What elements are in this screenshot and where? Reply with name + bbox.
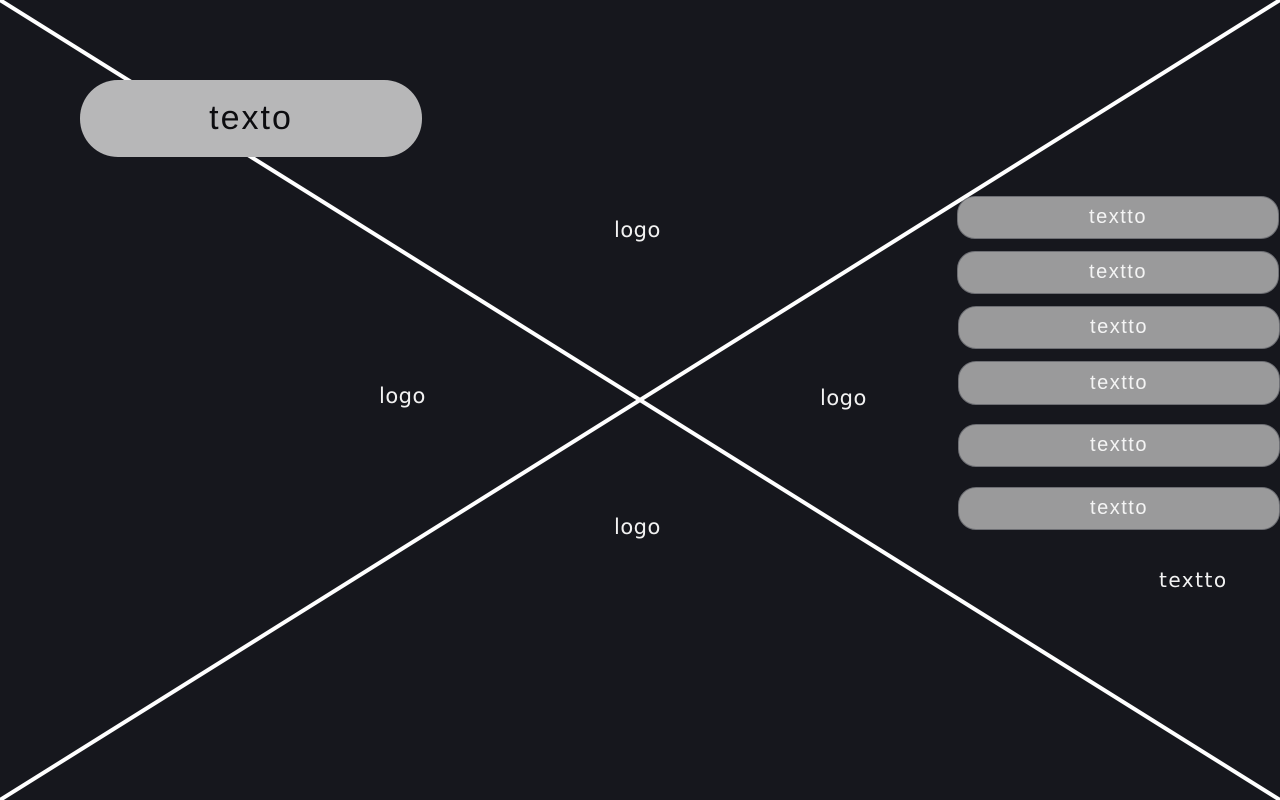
side-menu-label: textto bbox=[1090, 434, 1148, 456]
logo-left: logo bbox=[379, 384, 426, 408]
main-pill-label: texto bbox=[209, 99, 293, 137]
side-menu-button-6[interactable]: textto bbox=[958, 487, 1280, 530]
side-menu-button-5[interactable]: textto bbox=[958, 424, 1280, 467]
side-menu-button-1[interactable]: textto bbox=[957, 196, 1279, 239]
logo-right: logo bbox=[820, 386, 867, 410]
side-menu-button-4[interactable]: textto bbox=[958, 361, 1280, 405]
logo-top: logo bbox=[614, 218, 661, 242]
side-menu-label: textto bbox=[1090, 316, 1148, 338]
logo-bottom: logo bbox=[614, 515, 661, 539]
side-menu-button-3[interactable]: textto bbox=[958, 306, 1280, 349]
side-menu-button-2[interactable]: textto bbox=[957, 251, 1279, 294]
side-menu-label: textto bbox=[1090, 371, 1148, 394]
sidebar-footer-text: textto bbox=[1159, 568, 1228, 592]
side-menu-label: textto bbox=[1089, 206, 1147, 228]
side-menu-label: textto bbox=[1089, 261, 1147, 283]
main-pill-button[interactable]: texto bbox=[80, 80, 422, 157]
side-menu-label: textto bbox=[1090, 497, 1148, 519]
